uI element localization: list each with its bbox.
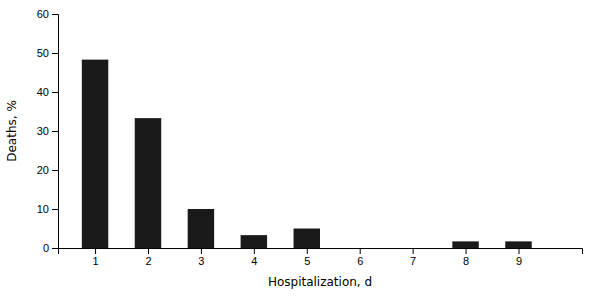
chart: 1 2 3 4 5 6 7 8 9 0 10 20 30 40 50 60 Hospitalization, d… [0,0,600,296]
tick-label: 0 [43,242,49,254]
bar [346,248,372,249]
tick-label: 3 [198,255,204,267]
tick-mark [52,209,58,210]
tick-mark [307,248,308,254]
tick: 10 [37,203,58,215]
tick-label: 20 [37,164,49,176]
tick-label: 7 [410,255,416,267]
tick-mark [95,248,96,254]
bar [399,248,425,249]
tick-mark [413,248,414,254]
bar [188,209,214,248]
tick-mark [466,248,467,254]
tick: 4 [251,248,257,267]
tick: 5 [304,248,310,267]
tick: 40 [37,86,58,98]
tick-mark [360,248,361,254]
tick-label: 60 [37,8,49,20]
plot: 1 2 3 4 5 6 7 8 9 0 10 20 30 40 50 60 [37,8,583,267]
tick-label: 6 [357,255,363,267]
tick: 3 [198,248,204,267]
tick-mark [52,170,58,171]
y-axis: 0 10 20 30 40 50 60 [37,8,59,254]
bars [82,60,532,248]
tick-mark [52,92,58,93]
tick: 60 [37,8,58,20]
tick-label: 30 [37,125,49,137]
x-axis: 1 2 3 4 5 6 7 8 9 [59,248,583,267]
bar [82,60,108,248]
bar [241,235,267,248]
tick-label: 40 [37,86,49,98]
tick: 2 [145,248,151,267]
tick: 30 [37,125,58,137]
tick-label: 2 [145,255,151,267]
tick: 6 [357,248,363,267]
tick: 0 [43,242,58,254]
x-axis-title: Hospitalization, d [268,275,372,289]
bar [135,118,161,248]
tick-label: 8 [463,255,469,267]
tick: 8 [463,248,469,267]
tick-label: 4 [251,255,257,267]
tick: 50 [37,47,58,59]
axis-line [52,15,59,249]
tick-label: 5 [304,255,310,267]
tick-mark [201,248,202,254]
axis-line [59,249,583,255]
tick-mark [254,248,255,254]
bar [452,241,478,248]
tick-label: 9 [516,255,522,267]
tick-label: 1 [92,255,98,267]
bar [505,241,531,248]
y-axis-title: Deaths, % [5,100,19,162]
tick: 20 [37,164,58,176]
tick: 7 [410,248,416,267]
tick-mark [52,14,58,15]
tick-mark [148,248,149,254]
tick-mark [52,248,58,249]
bar [294,229,320,249]
tick-mark [52,53,58,54]
tick: 9 [516,248,522,267]
tick-label: 10 [37,203,49,215]
tick-mark [52,131,58,132]
tick: 1 [92,248,98,267]
tick-mark [518,248,519,254]
tick-label: 50 [37,47,49,59]
